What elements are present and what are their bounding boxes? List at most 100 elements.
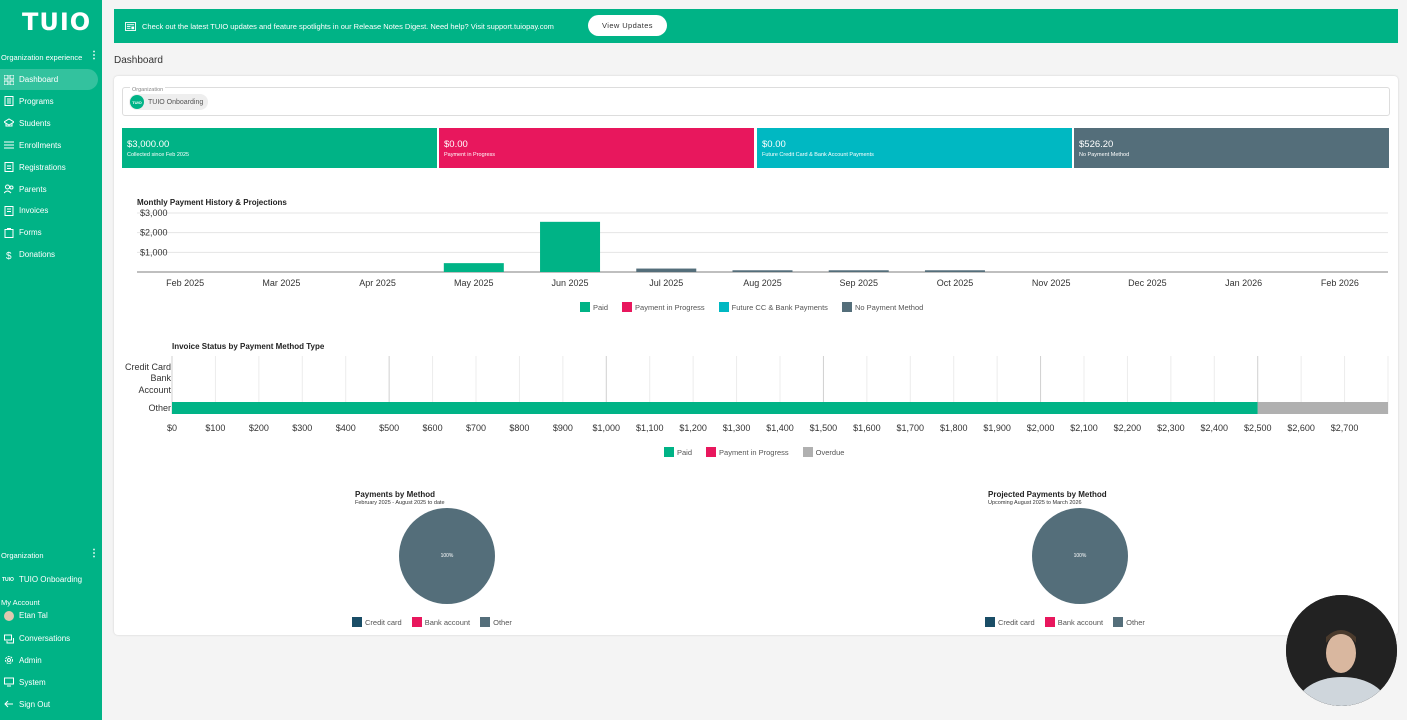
- registrations-icon: [4, 162, 14, 173]
- monthly-chart-title: Monthly Payment History & Projections: [137, 198, 287, 207]
- legend-item[interactable]: Future CC & Bank Payments: [718, 302, 828, 312]
- sidebar-item-parents[interactable]: Parents: [0, 179, 98, 200]
- sidebar-item-invoices[interactable]: Invoices: [0, 200, 98, 221]
- newspaper-icon: [125, 21, 136, 31]
- projected-payments-title: Projected Payments by Method: [988, 490, 1107, 499]
- stat-value: $0.00: [762, 139, 786, 150]
- bar-paid[interactable]: [540, 221, 601, 272]
- projected-pie-label: 100%: [1073, 553, 1087, 559]
- legend-swatch: [622, 302, 633, 312]
- legend-label: Other: [1126, 617, 1145, 627]
- y-tick-label: $3,000: [140, 208, 168, 218]
- stat-card: $3,000.00 Collected since Feb 2025: [122, 128, 437, 168]
- x-tick-label: $0: [167, 423, 177, 433]
- x-tick-label: Dec 2025: [1128, 278, 1167, 288]
- legend-swatch: [352, 617, 362, 627]
- legend-item[interactable]: No Payment Method: [841, 302, 923, 312]
- legend-swatch: [480, 617, 491, 627]
- stat-card: $0.00 Payment in Progress: [439, 128, 754, 168]
- bar-paid[interactable]: [443, 263, 504, 272]
- x-tick-label: $1,400: [766, 423, 794, 433]
- sidebar-item-registrations[interactable]: Registrations: [0, 157, 98, 178]
- bar-overdue[interactable]: [1257, 402, 1388, 414]
- bar-no-payment-method[interactable]: [636, 268, 697, 272]
- sidebar-item-label: System: [19, 677, 46, 687]
- monthly-payment-chart: $1,000 $2,000 $3,000 Feb 2025 Mar 2025 Apr 20…: [137, 208, 1388, 288]
- students-icon: [4, 118, 14, 128]
- legend-swatch: [841, 302, 852, 312]
- sidebar-user-item[interactable]: Etan Tal: [0, 605, 98, 626]
- monthly-chart-legend: Paid Payment in Progress Future CC & Bank …: [580, 302, 937, 312]
- webcam-video: [1286, 595, 1397, 706]
- legend-item[interactable]: Paid: [580, 302, 608, 312]
- bar-no-payment-method[interactable]: [828, 270, 889, 272]
- sidebar-item-system[interactable]: System: [0, 672, 98, 693]
- x-tick-label: $1,300: [723, 423, 751, 433]
- bar-no-payment-method[interactable]: [924, 270, 985, 272]
- sidebar-item-students[interactable]: Students: [0, 113, 98, 134]
- payments-pie: 100%: [399, 508, 495, 604]
- organization-select[interactable]: Organization TUIO TUIO Onboarding: [122, 87, 1390, 116]
- legend-item[interactable]: Payment in Progress: [706, 447, 789, 457]
- sidebar-item-label: Students: [19, 118, 51, 128]
- legend-label: Paid: [677, 447, 693, 457]
- payments-pie-label: 100%: [440, 553, 454, 559]
- org-logo-icon: TUIO: [2, 576, 14, 583]
- sidebar-item-forms[interactable]: Forms: [0, 222, 98, 243]
- legend-item[interactable]: Other: [1113, 617, 1145, 627]
- legend-swatch: [1113, 617, 1124, 627]
- legend-item[interactable]: Bank account: [411, 617, 470, 627]
- y-tick-label: Other: [148, 403, 171, 413]
- stat-label: Future Credit Card & Bank Account Paymen…: [762, 152, 874, 158]
- organization-chip[interactable]: TUIO TUIO Onboarding: [129, 94, 209, 110]
- sidebar-org-item[interactable]: TUIO TUIO Onboarding: [0, 569, 98, 590]
- organization-chip-label: TUIO Onboarding: [148, 98, 204, 106]
- x-tick-label: Feb 2026: [1321, 278, 1359, 288]
- legend-swatch: [664, 447, 674, 457]
- sidebar-item-sign-out[interactable]: Sign Out: [0, 694, 98, 715]
- legend-item[interactable]: Bank account: [1044, 617, 1104, 627]
- x-tick-label: Aug 2025: [743, 278, 782, 288]
- x-tick-label: $2,200: [1114, 423, 1142, 433]
- sidebar-item-dashboard[interactable]: Dashboard: [0, 69, 98, 90]
- y-tick-label: Credit Card: [125, 362, 171, 372]
- y-tick-label: $2,000: [140, 228, 168, 238]
- tuio-logo[interactable]: TUIO: [22, 8, 92, 36]
- sidebar: TUIO Organization experience ⋮ Dashboard…: [0, 0, 102, 720]
- legend-item[interactable]: Other: [480, 617, 512, 627]
- bar-no-payment-method[interactable]: [732, 270, 793, 272]
- stat-label: No Payment Method: [1079, 152, 1130, 158]
- sidebar-item-admin[interactable]: Admin: [0, 650, 98, 671]
- view-updates-button[interactable]: View Updates: [588, 15, 667, 36]
- x-tick-label: $1,700: [897, 423, 925, 433]
- x-tick-label: Oct 2025: [937, 278, 974, 288]
- stat-label: Payment in Progress: [444, 152, 496, 158]
- parents-icon: [4, 184, 14, 194]
- legend-item[interactable]: Payment in Progress: [622, 302, 705, 312]
- x-tick-label: $1,900: [983, 423, 1011, 433]
- x-tick-label: $1,800: [940, 423, 968, 433]
- legend-item[interactable]: Credit card: [985, 617, 1035, 627]
- sidebar-item-enrollments[interactable]: Enrollments: [0, 135, 98, 156]
- y-tick-label: $1,000: [140, 247, 168, 257]
- org-more-vertical-icon[interactable]: ⋮: [89, 548, 99, 559]
- stat-value: $0.00: [444, 139, 468, 150]
- projected-pie-legend: Credit card Bank account Other: [985, 617, 1155, 627]
- legend-item[interactable]: Paid: [664, 447, 692, 457]
- legend-item[interactable]: Credit card: [352, 617, 402, 627]
- x-tick-label: $1,100: [636, 423, 664, 433]
- forms-icon: [4, 227, 14, 238]
- invoices-icon: [4, 205, 14, 216]
- legend-label: Bank account: [1057, 617, 1104, 627]
- legend-swatch: [411, 617, 422, 627]
- sidebar-item-donations[interactable]: $ Donations: [0, 244, 98, 265]
- bar-paid[interactable]: [172, 402, 1258, 414]
- sidebar-item-conversations[interactable]: Conversations: [0, 628, 98, 649]
- svg-text:$: $: [6, 251, 12, 260]
- more-vertical-icon[interactable]: ⋮: [89, 50, 99, 61]
- stat-value: $3,000.00: [127, 139, 170, 150]
- y-tick-label: Bank: [150, 373, 171, 383]
- sidebar-item-programs[interactable]: Programs: [0, 91, 98, 112]
- x-tick-label: $1,000: [593, 423, 621, 433]
- legend-item[interactable]: Overdue: [802, 447, 844, 457]
